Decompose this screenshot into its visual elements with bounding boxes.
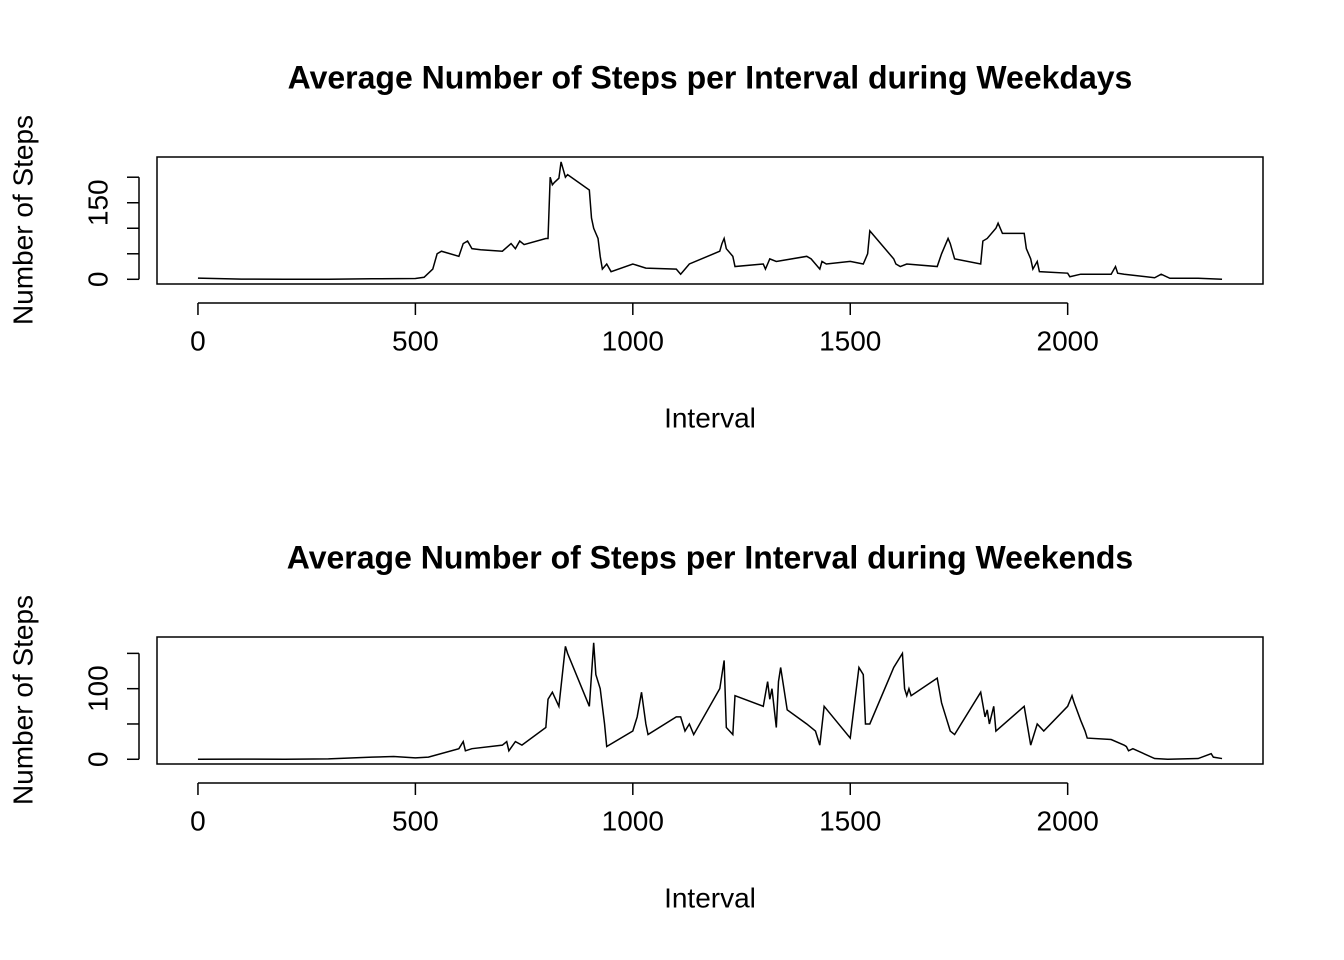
chart-title: Average Number of Steps per Interval dur… (287, 539, 1133, 575)
x-tick-label: 1000 (602, 325, 664, 356)
x-tick-label: 2000 (1037, 325, 1099, 356)
x-axis-label: Interval (664, 402, 756, 433)
data-line (197, 161, 1223, 281)
y-axis-label: Number of Steps (7, 595, 38, 805)
x-tick-label: 1500 (819, 325, 881, 356)
data-line (197, 642, 1223, 761)
x-tick-label: 1000 (602, 805, 664, 836)
x-tick-label: 1500 (819, 805, 881, 836)
y-tick-label: 0 (82, 272, 113, 288)
chart-title: Average Number of Steps per Interval dur… (288, 59, 1133, 95)
x-tick-label: 0 (190, 325, 206, 356)
x-tick-label: 2000 (1037, 805, 1099, 836)
y-tick-label: 0 (82, 751, 113, 767)
x-axis-label: Interval (664, 882, 756, 913)
y-tick-label: 150 (82, 179, 113, 226)
x-tick-label: 500 (392, 325, 439, 356)
plot-frame (156, 636, 1264, 765)
x-tick-label: 500 (392, 805, 439, 836)
y-tick-label: 100 (82, 665, 113, 712)
y-axis-label: Number of Steps (7, 115, 38, 325)
x-tick-label: 0 (190, 805, 206, 836)
plot-frame (156, 156, 1264, 285)
